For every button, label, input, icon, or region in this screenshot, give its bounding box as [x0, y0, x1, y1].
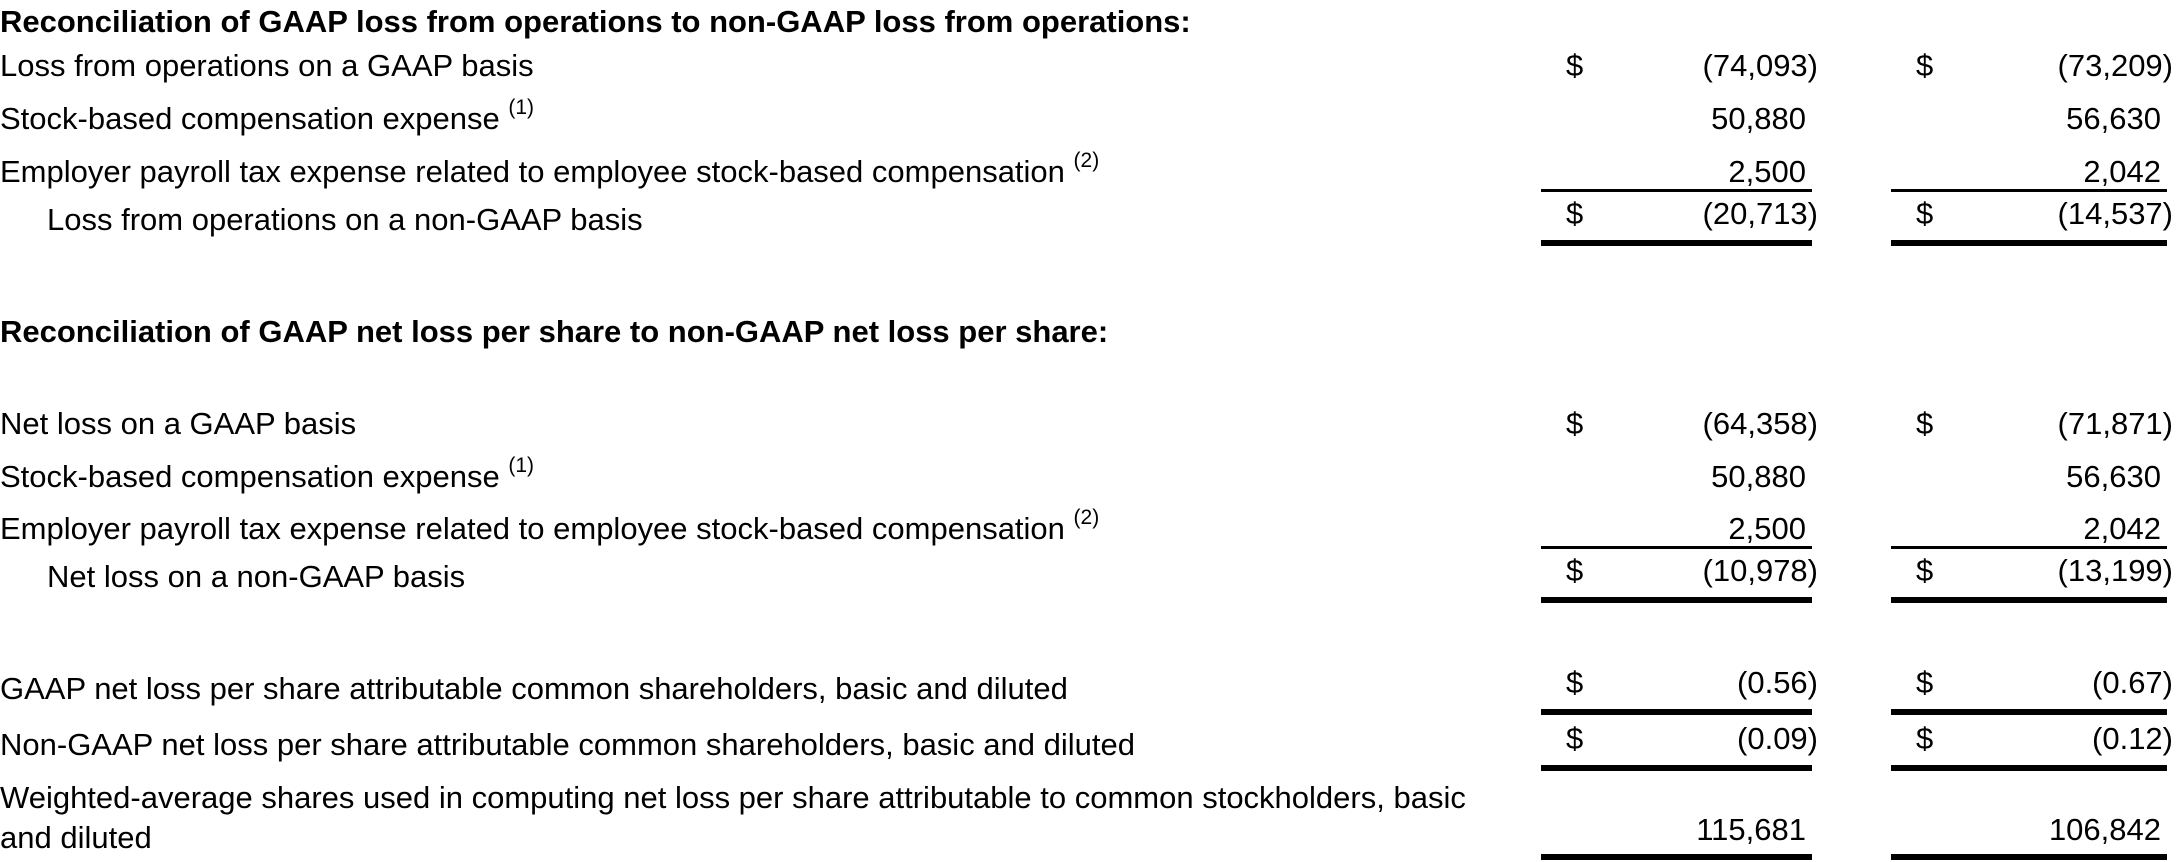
table-row: Non-GAAP net loss per share attributable… — [0, 721, 2176, 771]
value-cell-col1: 50,880 — [1541, 97, 1812, 145]
value-cell-col1: $ (64,358) — [1541, 402, 1818, 450]
footnote-marker: (2) — [1073, 148, 1100, 172]
footnote-marker: (2) — [1073, 505, 1100, 529]
dollar-sign: $ — [1566, 48, 1584, 83]
amount: 2,500 — [1728, 511, 1806, 546]
amount: (74,093) — [1702, 48, 1818, 83]
row-label: Non-GAAP net loss per share attributable… — [0, 727, 1135, 762]
amount: (73,209) — [2057, 48, 2173, 83]
amount: (20,713) — [1702, 196, 1818, 231]
value-cell-col2: 2,042 — [1891, 150, 2167, 198]
table-row: Net loss on a GAAP basis $ (64,358) $ (7… — [0, 402, 2176, 450]
table-row-total: Loss from operations on a non-GAAP basis… — [0, 189, 2176, 246]
value-cell-col2: 106,842 — [1891, 806, 2167, 860]
amount: 115,681 — [1696, 812, 1806, 847]
table-row-total: Net loss on a non-GAAP basis $ (10,978) … — [0, 546, 2176, 603]
amount: (0.12) — [2092, 721, 2173, 756]
amount: (64,358) — [1702, 406, 1818, 441]
amount: 56,630 — [2066, 459, 2161, 494]
dollar-sign: $ — [1566, 665, 1584, 700]
dollar-sign: $ — [1566, 721, 1584, 756]
value-cell-col2: 56,630 — [1891, 455, 2167, 503]
table-row: GAAP net loss per share attributable com… — [0, 665, 2176, 715]
amount: 2,042 — [2083, 154, 2161, 189]
dollar-sign: $ — [1916, 721, 1934, 756]
amount: 2,042 — [2083, 511, 2161, 546]
section-heading-operations: Reconciliation of GAAP loss from operati… — [0, 4, 1191, 39]
row-label: Stock-based compensation expense (1) — [0, 95, 535, 136]
row-label: Employer payroll tax expense related to … — [0, 505, 1100, 546]
value-cell-col2: $ (71,871) — [1891, 402, 2173, 450]
value-cell-col1: $ (0.09) — [1541, 717, 1818, 771]
table-row: Weighted-average shares used in computin… — [0, 780, 2176, 860]
value-cell-col1: $ (74,093) — [1541, 44, 1818, 92]
table-row: Stock-based compensation expense (1) 50,… — [0, 97, 2176, 145]
value-cell-col1: $ (0.56) — [1541, 661, 1818, 715]
amount: 56,630 — [2066, 101, 2161, 136]
row-label: Loss from operations on a GAAP basis — [0, 48, 534, 83]
row-label: Employer payroll tax expense related to … — [0, 148, 1100, 189]
amount: (0.09) — [1737, 721, 1818, 756]
amount: 50,880 — [1711, 459, 1806, 494]
dollar-sign: $ — [1916, 406, 1934, 441]
dollar-sign: $ — [1566, 196, 1584, 231]
amount: (14,537) — [2057, 196, 2173, 231]
row-label: Net loss on a non-GAAP basis — [47, 559, 466, 594]
row-label: Loss from operations on a non-GAAP basis — [47, 202, 643, 237]
footnote-marker: (1) — [508, 95, 535, 119]
row-label: Net loss on a GAAP basis — [0, 406, 357, 441]
row-label: Stock-based compensation expense (1) — [0, 453, 535, 494]
value-cell-col2: 56,630 — [1891, 97, 2167, 145]
value-cell-col2: $ (0.67) — [1891, 661, 2173, 715]
footnote-marker: (1) — [508, 453, 535, 477]
value-cell-col1: $ (10,978) — [1541, 546, 1818, 603]
amount: (13,199) — [2057, 553, 2173, 588]
value-cell-col2: $ (73,209) — [1891, 44, 2173, 92]
table-row: Employer payroll tax expense related to … — [0, 507, 2176, 555]
value-cell-col1: 50,880 — [1541, 455, 1812, 503]
table-row: Loss from operations on a GAAP basis $ (… — [0, 44, 2176, 92]
section-heading-net-loss: Reconciliation of GAAP net loss per shar… — [0, 314, 1109, 349]
value-cell-col1: 115,681 — [1541, 806, 1812, 860]
value-cell-col2: $ (14,537) — [1891, 189, 2173, 246]
dollar-sign: $ — [1916, 665, 1934, 700]
value-cell-col2: $ (0.12) — [1891, 717, 2173, 771]
value-cell-col2: 2,042 — [1891, 507, 2167, 555]
amount: (71,871) — [2057, 406, 2173, 441]
amount: 106,842 — [2048, 812, 2161, 847]
amount: (10,978) — [1702, 553, 1818, 588]
dollar-sign: $ — [1566, 553, 1584, 588]
amount: 50,880 — [1711, 101, 1806, 136]
amount: (0.67) — [2092, 665, 2173, 700]
row-label: Weighted-average shares used in computin… — [0, 780, 1466, 855]
value-cell-col1: 2,500 — [1541, 507, 1812, 555]
table-row: Employer payroll tax expense related to … — [0, 150, 2176, 198]
value-cell-col2: $ (13,199) — [1891, 546, 2173, 603]
table-row: Stock-based compensation expense (1) 50,… — [0, 455, 2176, 503]
dollar-sign: $ — [1566, 406, 1584, 441]
dollar-sign: $ — [1916, 48, 1934, 83]
amount: 2,500 — [1728, 154, 1806, 189]
amount: (0.56) — [1737, 665, 1818, 700]
value-cell-col1: 2,500 — [1541, 150, 1812, 198]
row-label: GAAP net loss per share attributable com… — [0, 671, 1068, 706]
value-cell-col1: $ (20,713) — [1541, 189, 1818, 246]
dollar-sign: $ — [1916, 553, 1934, 588]
dollar-sign: $ — [1916, 196, 1934, 231]
